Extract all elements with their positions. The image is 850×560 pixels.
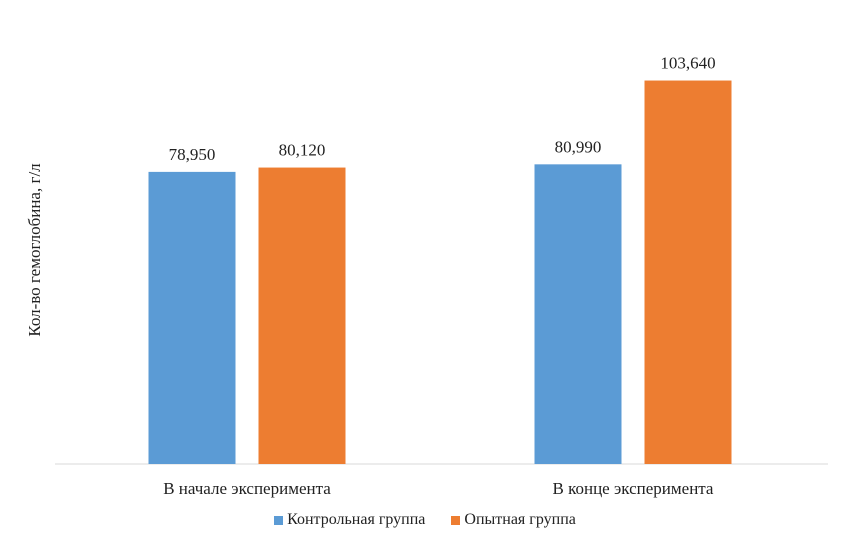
bar-control-end — [534, 164, 622, 464]
data-label-experimental-start: 80,120 — [279, 141, 326, 160]
legend-swatch-control — [274, 515, 284, 525]
legend: Контрольная группа Опытная группа — [0, 511, 850, 529]
legend-item-experimental: Опытная группа — [451, 511, 576, 529]
data-label-control-start: 78,950 — [169, 145, 216, 164]
legend-item-control: Контрольная группа — [274, 511, 425, 529]
legend-swatch-experimental — [451, 515, 461, 525]
x-tick-label-start: В начале эксперимента — [163, 479, 331, 498]
data-label-experimental-end: 103,640 — [660, 54, 715, 73]
legend-label-experimental: Опытная группа — [464, 511, 576, 528]
y-axis-title: Кол-во гемоглобина, г/л — [25, 163, 44, 337]
x-tick-label-end: В конце эксперимента — [553, 479, 714, 498]
bar-experimental-end — [644, 80, 732, 465]
bar-control-start — [148, 171, 236, 464]
legend-label-control: Контрольная группа — [287, 511, 426, 528]
data-label-control-end: 80,990 — [555, 137, 602, 156]
bar-experimental-start — [258, 167, 346, 464]
